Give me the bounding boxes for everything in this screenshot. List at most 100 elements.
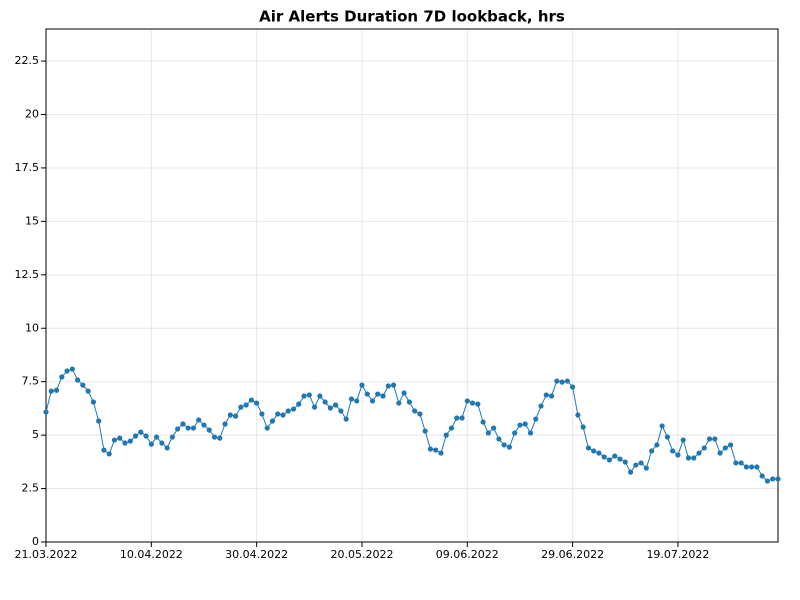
point	[638, 460, 644, 466]
point	[290, 406, 297, 412]
point	[506, 444, 513, 450]
point	[548, 393, 555, 399]
point	[385, 383, 391, 389]
point	[543, 392, 549, 398]
point	[633, 462, 639, 468]
point	[717, 450, 723, 456]
point	[369, 398, 376, 404]
point	[617, 456, 623, 462]
point	[538, 403, 544, 409]
point	[422, 428, 428, 434]
point	[153, 434, 160, 440]
point	[338, 408, 344, 414]
point	[443, 432, 449, 438]
point	[501, 442, 507, 448]
point	[664, 434, 671, 440]
point	[517, 422, 523, 428]
line	[45, 368, 778, 482]
point	[554, 378, 560, 384]
point	[122, 440, 128, 446]
point	[764, 478, 771, 484]
point	[296, 401, 302, 407]
point	[59, 374, 65, 380]
point	[759, 473, 765, 479]
point	[706, 436, 713, 442]
point	[448, 425, 455, 431]
point	[201, 422, 207, 428]
y-tick-label: 0	[32, 535, 39, 548]
point	[359, 382, 365, 388]
point	[96, 418, 102, 424]
point	[433, 447, 439, 453]
point	[190, 425, 197, 431]
point	[180, 421, 186, 427]
point	[380, 393, 386, 399]
point	[512, 430, 518, 436]
point	[728, 442, 734, 448]
point	[406, 399, 412, 405]
point	[670, 448, 676, 454]
point	[280, 412, 286, 418]
point	[622, 459, 628, 465]
point	[491, 425, 497, 431]
point	[80, 382, 86, 388]
point	[712, 436, 718, 442]
point	[396, 400, 402, 406]
point	[770, 476, 776, 482]
point	[480, 419, 486, 425]
point	[117, 435, 123, 441]
y-tick-label: 15	[25, 214, 39, 227]
point	[691, 455, 697, 461]
point	[601, 454, 607, 460]
point	[101, 447, 107, 453]
x-tick-label: 09.06.2022	[436, 548, 499, 561]
point	[685, 455, 692, 461]
point	[301, 393, 307, 399]
point	[317, 393, 323, 399]
point	[570, 384, 576, 390]
point	[417, 411, 423, 417]
point	[285, 408, 291, 414]
point	[754, 464, 760, 470]
y-tick-label: 10	[25, 321, 39, 334]
point	[217, 435, 223, 441]
point	[522, 421, 528, 427]
point	[85, 388, 91, 394]
point	[738, 460, 744, 466]
y-tick-label: 22.5	[15, 54, 40, 67]
point	[238, 404, 244, 410]
point	[222, 421, 228, 427]
point	[654, 442, 660, 448]
point	[464, 398, 470, 404]
point	[591, 448, 597, 454]
point	[275, 411, 281, 417]
point	[175, 426, 181, 432]
y-tick-label: 7.5	[22, 375, 40, 388]
point	[343, 416, 349, 422]
point	[248, 397, 254, 403]
point	[575, 412, 581, 418]
point	[227, 412, 233, 418]
point	[43, 409, 49, 415]
point	[196, 417, 202, 423]
point	[148, 441, 154, 447]
point	[74, 377, 81, 383]
point	[469, 400, 476, 406]
plot-frame	[45, 28, 779, 543]
point	[427, 446, 434, 452]
point	[306, 392, 312, 398]
point	[643, 465, 649, 471]
point	[364, 391, 370, 397]
point	[159, 440, 165, 446]
y-tick-label: 20	[25, 108, 39, 121]
point	[164, 445, 170, 451]
x-tick-label: 21.03.2022	[15, 548, 78, 561]
point	[111, 437, 118, 443]
point	[496, 436, 502, 442]
point	[211, 434, 218, 440]
point	[185, 425, 191, 431]
point	[527, 430, 534, 436]
point	[327, 405, 333, 411]
chart-title: Air Alerts Duration 7D lookback, hrs	[259, 8, 565, 26]
x-tick-label: 30.04.2022	[225, 548, 288, 561]
